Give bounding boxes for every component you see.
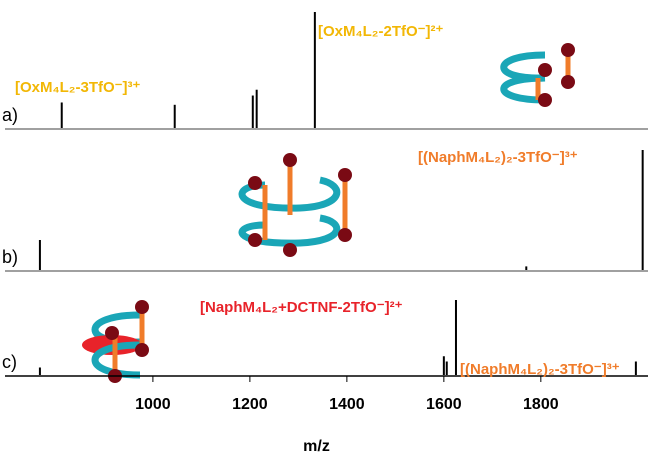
x-axis-label: m/z (303, 438, 330, 455)
ox-cage-icon (500, 43, 575, 107)
dimer-cage-icon (238, 153, 352, 257)
peak-annotation: [OxM₄L₂-3TfO⁻]³⁺ (15, 79, 141, 96)
peak-annotation: [(NaphM₄L₂)₂-3TfO⁻]³⁺ (460, 361, 620, 378)
x-tick-label: 1400 (329, 396, 365, 413)
peak-annotation: [(NaphM₄L₂)₂-3TfO⁻]³⁺ (418, 149, 578, 166)
panel-label: b) (2, 247, 18, 267)
panel-label: a) (2, 105, 18, 125)
x-tick-label: 1200 (232, 396, 268, 413)
peak-annotation: [OxM₄L₂-2TfO⁻]²⁺ (318, 23, 444, 40)
peak-annotation: [NaphM₄L₂+DCTNF-2TfO⁻]²⁺ (200, 299, 403, 316)
host-guest-icon (82, 300, 149, 383)
x-tick-label: 1000 (135, 396, 171, 413)
x-tick-label: 1800 (523, 396, 559, 413)
panel-label: c) (2, 352, 17, 372)
x-tick-label: 1600 (426, 396, 462, 413)
